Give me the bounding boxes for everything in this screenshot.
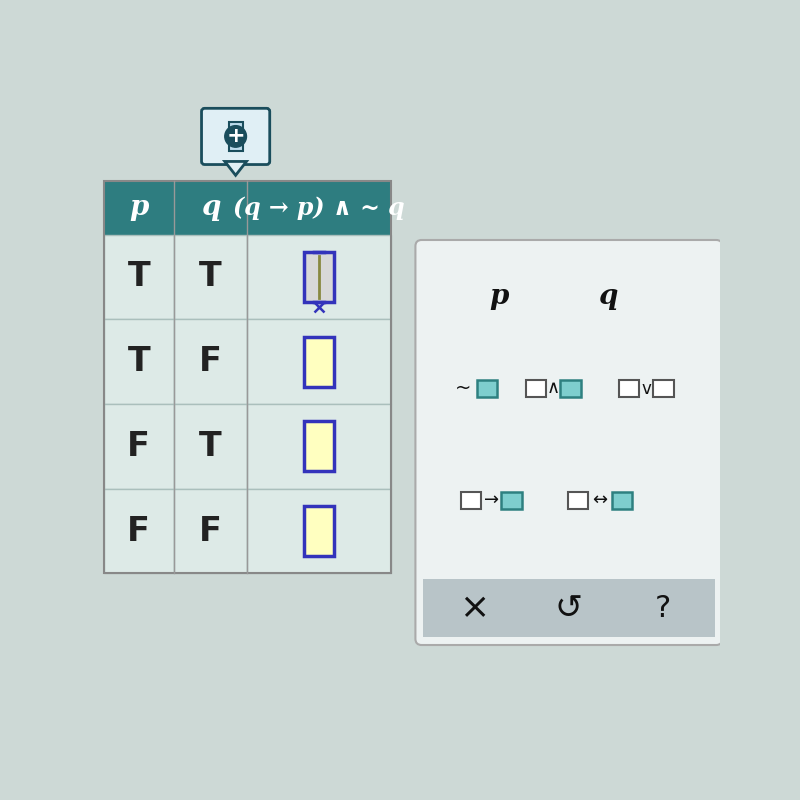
Bar [174,234,247,319]
Text: ↺: ↺ [555,591,583,625]
Bar [304,337,334,386]
Bar [229,122,242,151]
Bar [560,380,581,397]
Bar [304,506,334,556]
Text: ∧: ∧ [547,379,560,397]
Bar [104,489,174,574]
Bar [174,319,247,404]
Text: p: p [129,194,149,221]
Text: ~: ~ [455,379,472,398]
Bar [477,380,497,397]
Text: F: F [127,430,150,463]
Text: +: + [226,126,245,146]
Text: T: T [127,345,150,378]
Circle shape [225,126,246,147]
Polygon shape [225,162,246,175]
Text: ↔: ↔ [592,491,607,510]
Bar [104,319,174,404]
Bar [526,380,546,397]
Text: ×: × [459,591,490,625]
Bar [104,181,390,574]
Bar [104,181,390,234]
Bar [619,380,639,397]
Bar [611,492,632,509]
Bar [502,492,522,509]
Text: q: q [598,282,618,310]
Bar [304,252,334,302]
Bar [247,234,390,319]
Bar [247,404,390,489]
Text: T: T [199,430,222,463]
Bar [247,489,390,574]
Bar [304,422,334,471]
Bar [104,234,174,319]
Bar [104,404,174,489]
Text: ?: ? [655,594,671,622]
Bar [568,492,588,509]
Bar [174,489,247,574]
FancyBboxPatch shape [415,240,722,645]
FancyBboxPatch shape [202,108,270,165]
Text: T: T [127,261,150,294]
Text: p: p [490,282,509,310]
Text: →: → [484,491,499,510]
Text: v: v [642,379,651,398]
Bar [461,492,482,509]
Bar [423,578,714,638]
Bar [174,404,247,489]
Text: q: q [201,194,220,221]
Bar [654,380,674,397]
Bar [247,319,390,404]
Text: T: T [199,261,222,294]
Text: F: F [199,514,222,547]
Text: F: F [127,514,150,547]
Text: (q → p) ∧ ~ q: (q → p) ∧ ~ q [233,196,405,220]
Text: F: F [199,345,222,378]
